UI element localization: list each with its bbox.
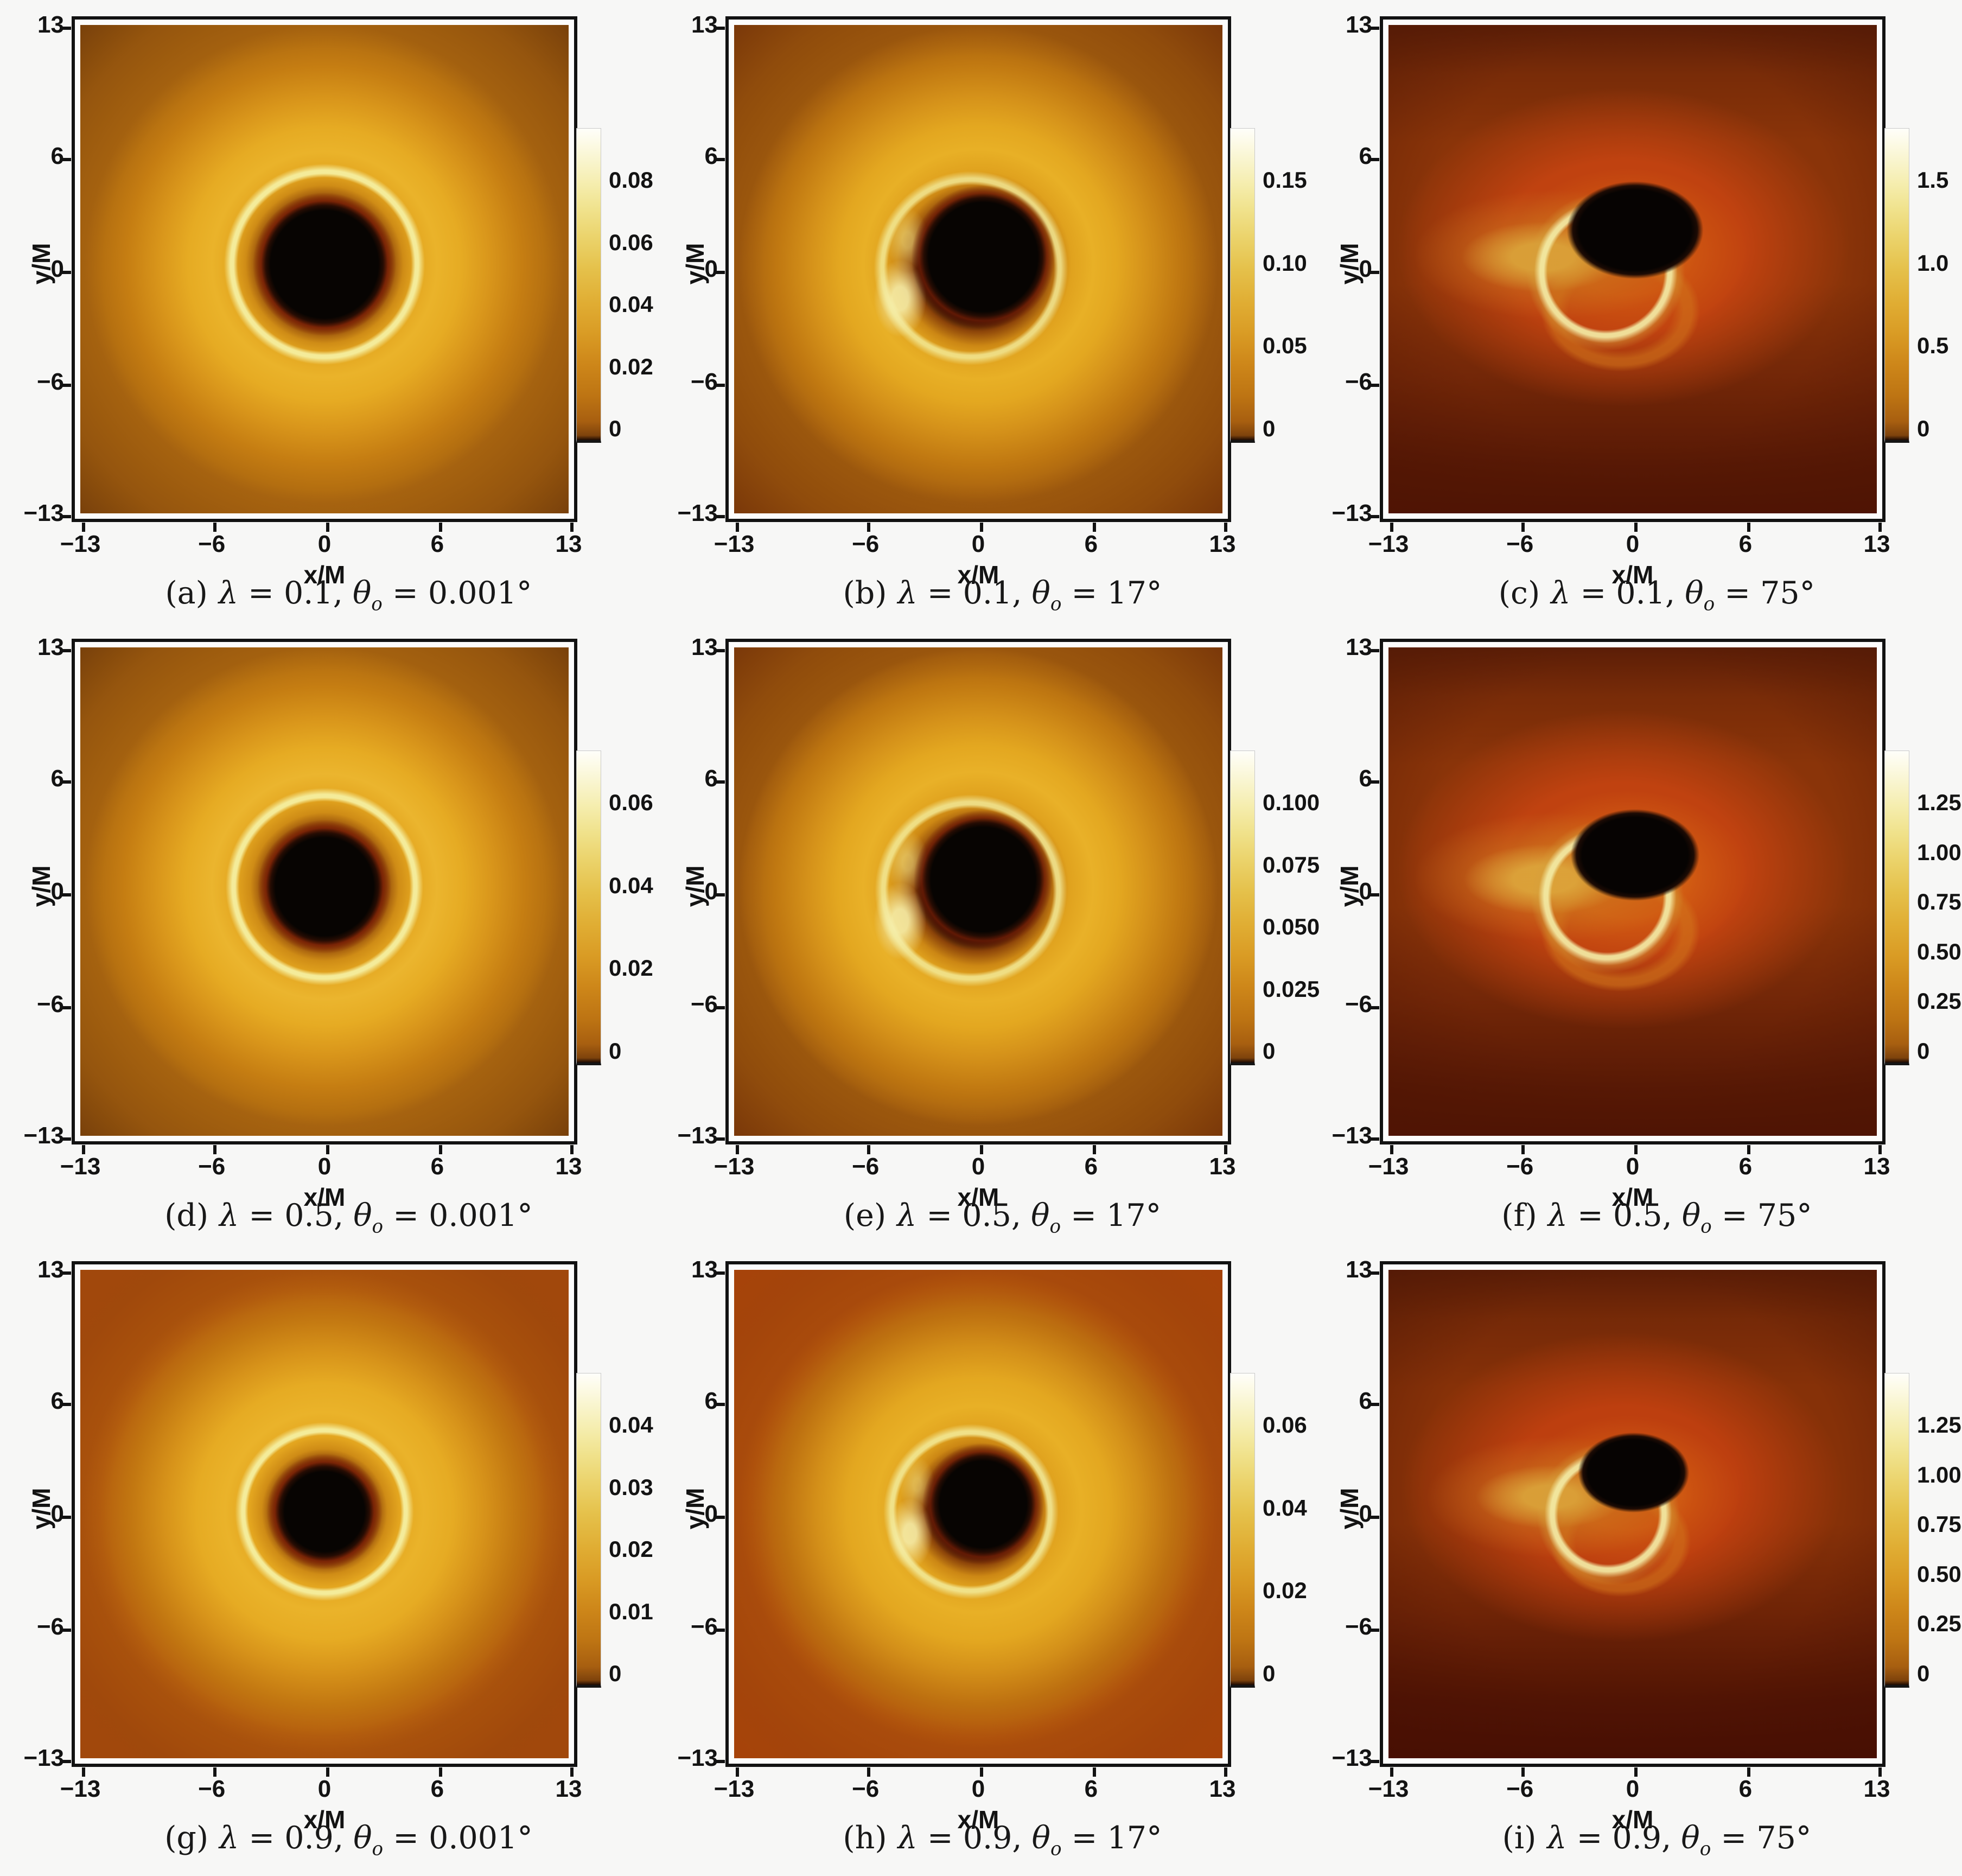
y-axis-tick-labels: 13 6 0 −6 −13 [23, 1256, 64, 1771]
heatmap [734, 25, 1222, 513]
y-axis-tick-labels: 13 6 0 −6 −13 [1332, 11, 1372, 526]
panel-caption: (f) λ = 0.5, θo = 75° [1501, 1198, 1812, 1238]
colorbar-tick-labels: 0.04 0.03 0.02 0.01 0 [609, 1412, 653, 1686]
x-axis-tick-labels: −13 −6 0 6 13 [714, 1776, 1236, 1802]
heatmap [734, 647, 1222, 1136]
heatmap [1388, 647, 1877, 1136]
x-axis-tick-labels: −13 −6 0 6 13 [60, 1776, 582, 1802]
y-tick: 6 [50, 143, 64, 170]
x-axis-label: x/M [957, 561, 999, 589]
panel-caption: (a) λ = 0.1, θo = 0.001° [165, 575, 532, 615]
panel-i: y/M 13 6 0 −6 −13 −13 −6 0 6 13 x/M 1.25… [1330, 1254, 1962, 1876]
colorbar-tick-labels: 1.25 1.00 0.75 0.50 0.25 0 [1917, 1412, 1961, 1686]
y-axis-tick-labels: 13 6 0 −6 −13 [23, 634, 64, 1149]
x-tick: 0 [317, 531, 332, 557]
panel-e: y/M 13 6 0 −6 −13 −13 −6 0 6 13 x/M 0.10… [676, 631, 1329, 1254]
x-axis-label: x/M [1611, 561, 1654, 589]
panel-f: y/M 13 6 0 −6 −13 −13 −6 0 6 13 x/M 1.25… [1330, 631, 1962, 1254]
colorbar-tick-labels: 0.06 0.04 0.02 0 [1263, 1412, 1307, 1686]
caption-label: (a) [165, 575, 208, 611]
x-axis-label: x/M [1611, 1805, 1654, 1834]
colorbar-tick-labels: 1.5 1.0 0.5 0 [1917, 167, 1949, 441]
colorbar [1230, 128, 1255, 443]
x-axis-tick-labels: −13 −6 0 6 13 [1368, 531, 1890, 557]
x-axis-label: x/M [957, 1183, 999, 1211]
x-axis-tick-labels: −13 −6 0 6 13 [714, 1153, 1236, 1180]
colorbar-tick-labels: 0.06 0.04 0.02 0 [609, 790, 653, 1064]
x-tick: −13 [60, 531, 101, 557]
plot-area [62, 16, 577, 532]
panel-c: y/M 13 6 0 −6 −13 −13 −6 0 6 13 x/M 1.5 … [1330, 9, 1962, 631]
y-tick: −13 [23, 500, 64, 526]
heatmap [80, 647, 569, 1136]
x-axis-tick-labels: −13 −6 0 6 13 [1368, 1776, 1890, 1802]
x-axis-label: x/M [303, 1183, 346, 1211]
colorbar [576, 751, 601, 1065]
colorbar-tick: 0 [609, 416, 622, 441]
plot-area [716, 639, 1231, 1154]
plot-area [1370, 1261, 1885, 1777]
x-tick: 6 [430, 531, 444, 557]
y-axis-tick-labels: 13 6 0 −6 −13 [1332, 1256, 1372, 1771]
x-axis-tick-labels: −13 −6 0 6 13 [714, 531, 1236, 557]
colorbar-tick-labels: 0.100 0.075 0.050 0.025 0 [1263, 790, 1320, 1064]
y-axis-tick-labels: 13 6 0 −6 −13 [677, 11, 718, 526]
colorbar [1230, 751, 1255, 1065]
x-tick: −6 [198, 531, 226, 557]
y-tick: −6 [36, 368, 64, 395]
colorbar-tick-labels: 0.15 0.10 0.05 0 [1263, 167, 1307, 441]
y-axis-tick-labels: 13 6 0 −6 −13 [22, 11, 64, 526]
plot-area [1370, 16, 1885, 532]
colorbar-tick: 0.02 [609, 353, 653, 379]
panel-g: y/M 13 6 0 −6 −13 −13 −6 0 6 13 x/M 0.04… [22, 1254, 676, 1876]
x-axis-tick-labels: −13 −6 0 6 13 [1368, 1153, 1890, 1180]
panel-caption: (e) λ = 0.5, θo = 17° [843, 1198, 1162, 1238]
heatmap [80, 1270, 569, 1758]
colorbar-tick: 0.04 [609, 291, 653, 317]
colorbar-tick: 0.06 [609, 229, 653, 255]
panel-h: y/M 13 6 0 −6 −13 −13 −6 0 6 13 x/M 0.06… [676, 1254, 1329, 1876]
y-axis-tick-labels: 13 6 0 −6 −13 [1332, 634, 1372, 1149]
colorbar-tick-labels: 0.08 0.06 0.04 0.02 0 [609, 169, 679, 440]
panel-caption: (d) λ = 0.5, θo = 0.001° [164, 1198, 533, 1238]
heatmap [1388, 25, 1877, 513]
colorbar [576, 1373, 601, 1688]
colorbar [1884, 128, 1909, 443]
x-axis-tick-labels: −13 −6 0 6 13 [60, 531, 582, 558]
y-tick: 13 [37, 11, 64, 38]
colorbar [1884, 1373, 1909, 1688]
plot-area [716, 1261, 1231, 1777]
y-axis-tick-labels: 13 6 0 −6 −13 [677, 1256, 718, 1771]
plot-area [1370, 639, 1885, 1154]
heatmap [1388, 1270, 1877, 1758]
panel-caption: (b) λ = 0.1, θo = 17° [843, 575, 1162, 615]
x-axis-label: x/M [303, 561, 346, 589]
x-axis-tick-labels: −13 −6 0 6 13 [60, 1153, 582, 1180]
colorbar [1884, 751, 1909, 1065]
y-tick: 0 [50, 256, 64, 282]
panel-a: y/M 13 6 0 −6 −13 −13 −6 0 6 13 x/M 0.08… [22, 9, 676, 631]
heatmap [734, 1270, 1222, 1758]
heatmap [80, 25, 569, 513]
colorbar [1230, 1373, 1255, 1688]
panel-caption: (g) λ = 0.9, θo = 0.001° [164, 1820, 533, 1860]
panel-b: y/M 13 6 0 −6 −13 −13 −6 0 6 13 x/M 0.15… [676, 9, 1329, 631]
x-tick: 13 [555, 531, 582, 557]
x-axis-label: x/M [1611, 1183, 1654, 1211]
colorbar [576, 128, 601, 443]
x-axis-label: x/M [957, 1805, 999, 1834]
panel-caption: (h) λ = 0.9, θo = 17° [843, 1820, 1162, 1860]
colorbar-tick: 0.08 [609, 167, 653, 193]
panel-caption: (i) λ = 0.9, θo = 75° [1502, 1820, 1812, 1860]
panel-d: y/M 13 6 0 −6 −13 −13 −6 0 6 13 x/M 0.06… [22, 631, 676, 1254]
y-axis-tick-labels: 13 6 0 −6 −13 [677, 634, 718, 1149]
panel-caption: (c) λ = 0.1, θo = 75° [1498, 575, 1816, 615]
plot-area [716, 16, 1231, 532]
plot-area [62, 1261, 577, 1777]
plot-area [62, 639, 577, 1154]
x-axis-label: x/M [303, 1805, 346, 1834]
colorbar-tick-labels: 1.25 1.00 0.75 0.50 0.25 0 [1917, 790, 1961, 1064]
